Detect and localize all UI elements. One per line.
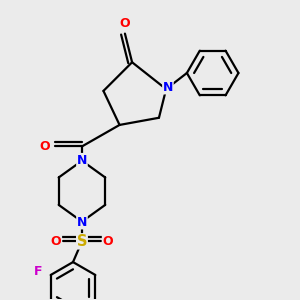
- Text: O: O: [102, 235, 113, 248]
- Text: O: O: [51, 235, 62, 248]
- Text: S: S: [77, 234, 87, 249]
- Text: O: O: [119, 17, 130, 30]
- Text: N: N: [77, 154, 87, 166]
- Text: F: F: [34, 265, 42, 278]
- Text: N: N: [77, 216, 87, 229]
- Text: N: N: [163, 81, 173, 94]
- Text: O: O: [40, 140, 50, 153]
